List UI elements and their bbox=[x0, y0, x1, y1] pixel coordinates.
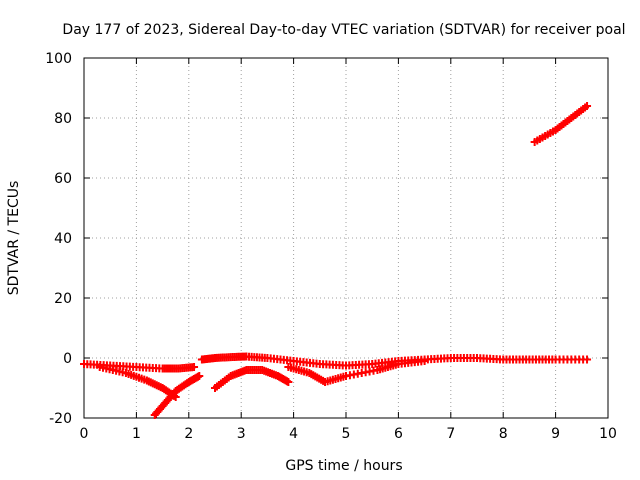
x-tick-label: 4 bbox=[289, 426, 298, 442]
x-tick-label: 1 bbox=[132, 426, 141, 442]
data-points bbox=[80, 102, 592, 419]
y-tick-label: -20 bbox=[49, 411, 72, 427]
x-tick-label: 2 bbox=[184, 426, 193, 442]
data-point bbox=[583, 102, 592, 110]
y-tick-label: 80 bbox=[54, 111, 72, 127]
x-tick-label: 5 bbox=[342, 426, 351, 442]
data-point bbox=[195, 372, 204, 380]
data-point bbox=[190, 363, 199, 371]
chart-title: Day 177 of 2023, Sidereal Day-to-day VTE… bbox=[62, 22, 625, 38]
x-tick-label: 8 bbox=[499, 426, 508, 442]
x-tick-label: 10 bbox=[599, 426, 617, 442]
grid-lines bbox=[84, 58, 608, 418]
x-tick-label: 3 bbox=[237, 426, 246, 442]
x-tick-label: 0 bbox=[80, 426, 89, 442]
x-axis-label: GPS time / hours bbox=[285, 458, 402, 474]
y-tick-label: 60 bbox=[54, 171, 72, 187]
y-tick-label: 40 bbox=[54, 231, 72, 247]
x-tick-label: 6 bbox=[394, 426, 403, 442]
x-tick-label: 9 bbox=[551, 426, 560, 442]
y-tick-label: 20 bbox=[54, 291, 72, 307]
data-point bbox=[583, 355, 592, 364]
data-point bbox=[420, 357, 429, 365]
y-tick-label: 100 bbox=[45, 51, 72, 67]
x-tick-label: 7 bbox=[446, 426, 455, 442]
y-tick-label: 0 bbox=[63, 351, 72, 367]
x-axis-ticks: 0 1 2 3 4 5 6 7 8 9 10 bbox=[80, 58, 617, 442]
y-axis-ticks: -20 0 20 40 60 80 100 bbox=[45, 51, 608, 427]
y-axis-label: SDTVAR / TECUs bbox=[6, 181, 22, 296]
data-point bbox=[284, 378, 293, 386]
